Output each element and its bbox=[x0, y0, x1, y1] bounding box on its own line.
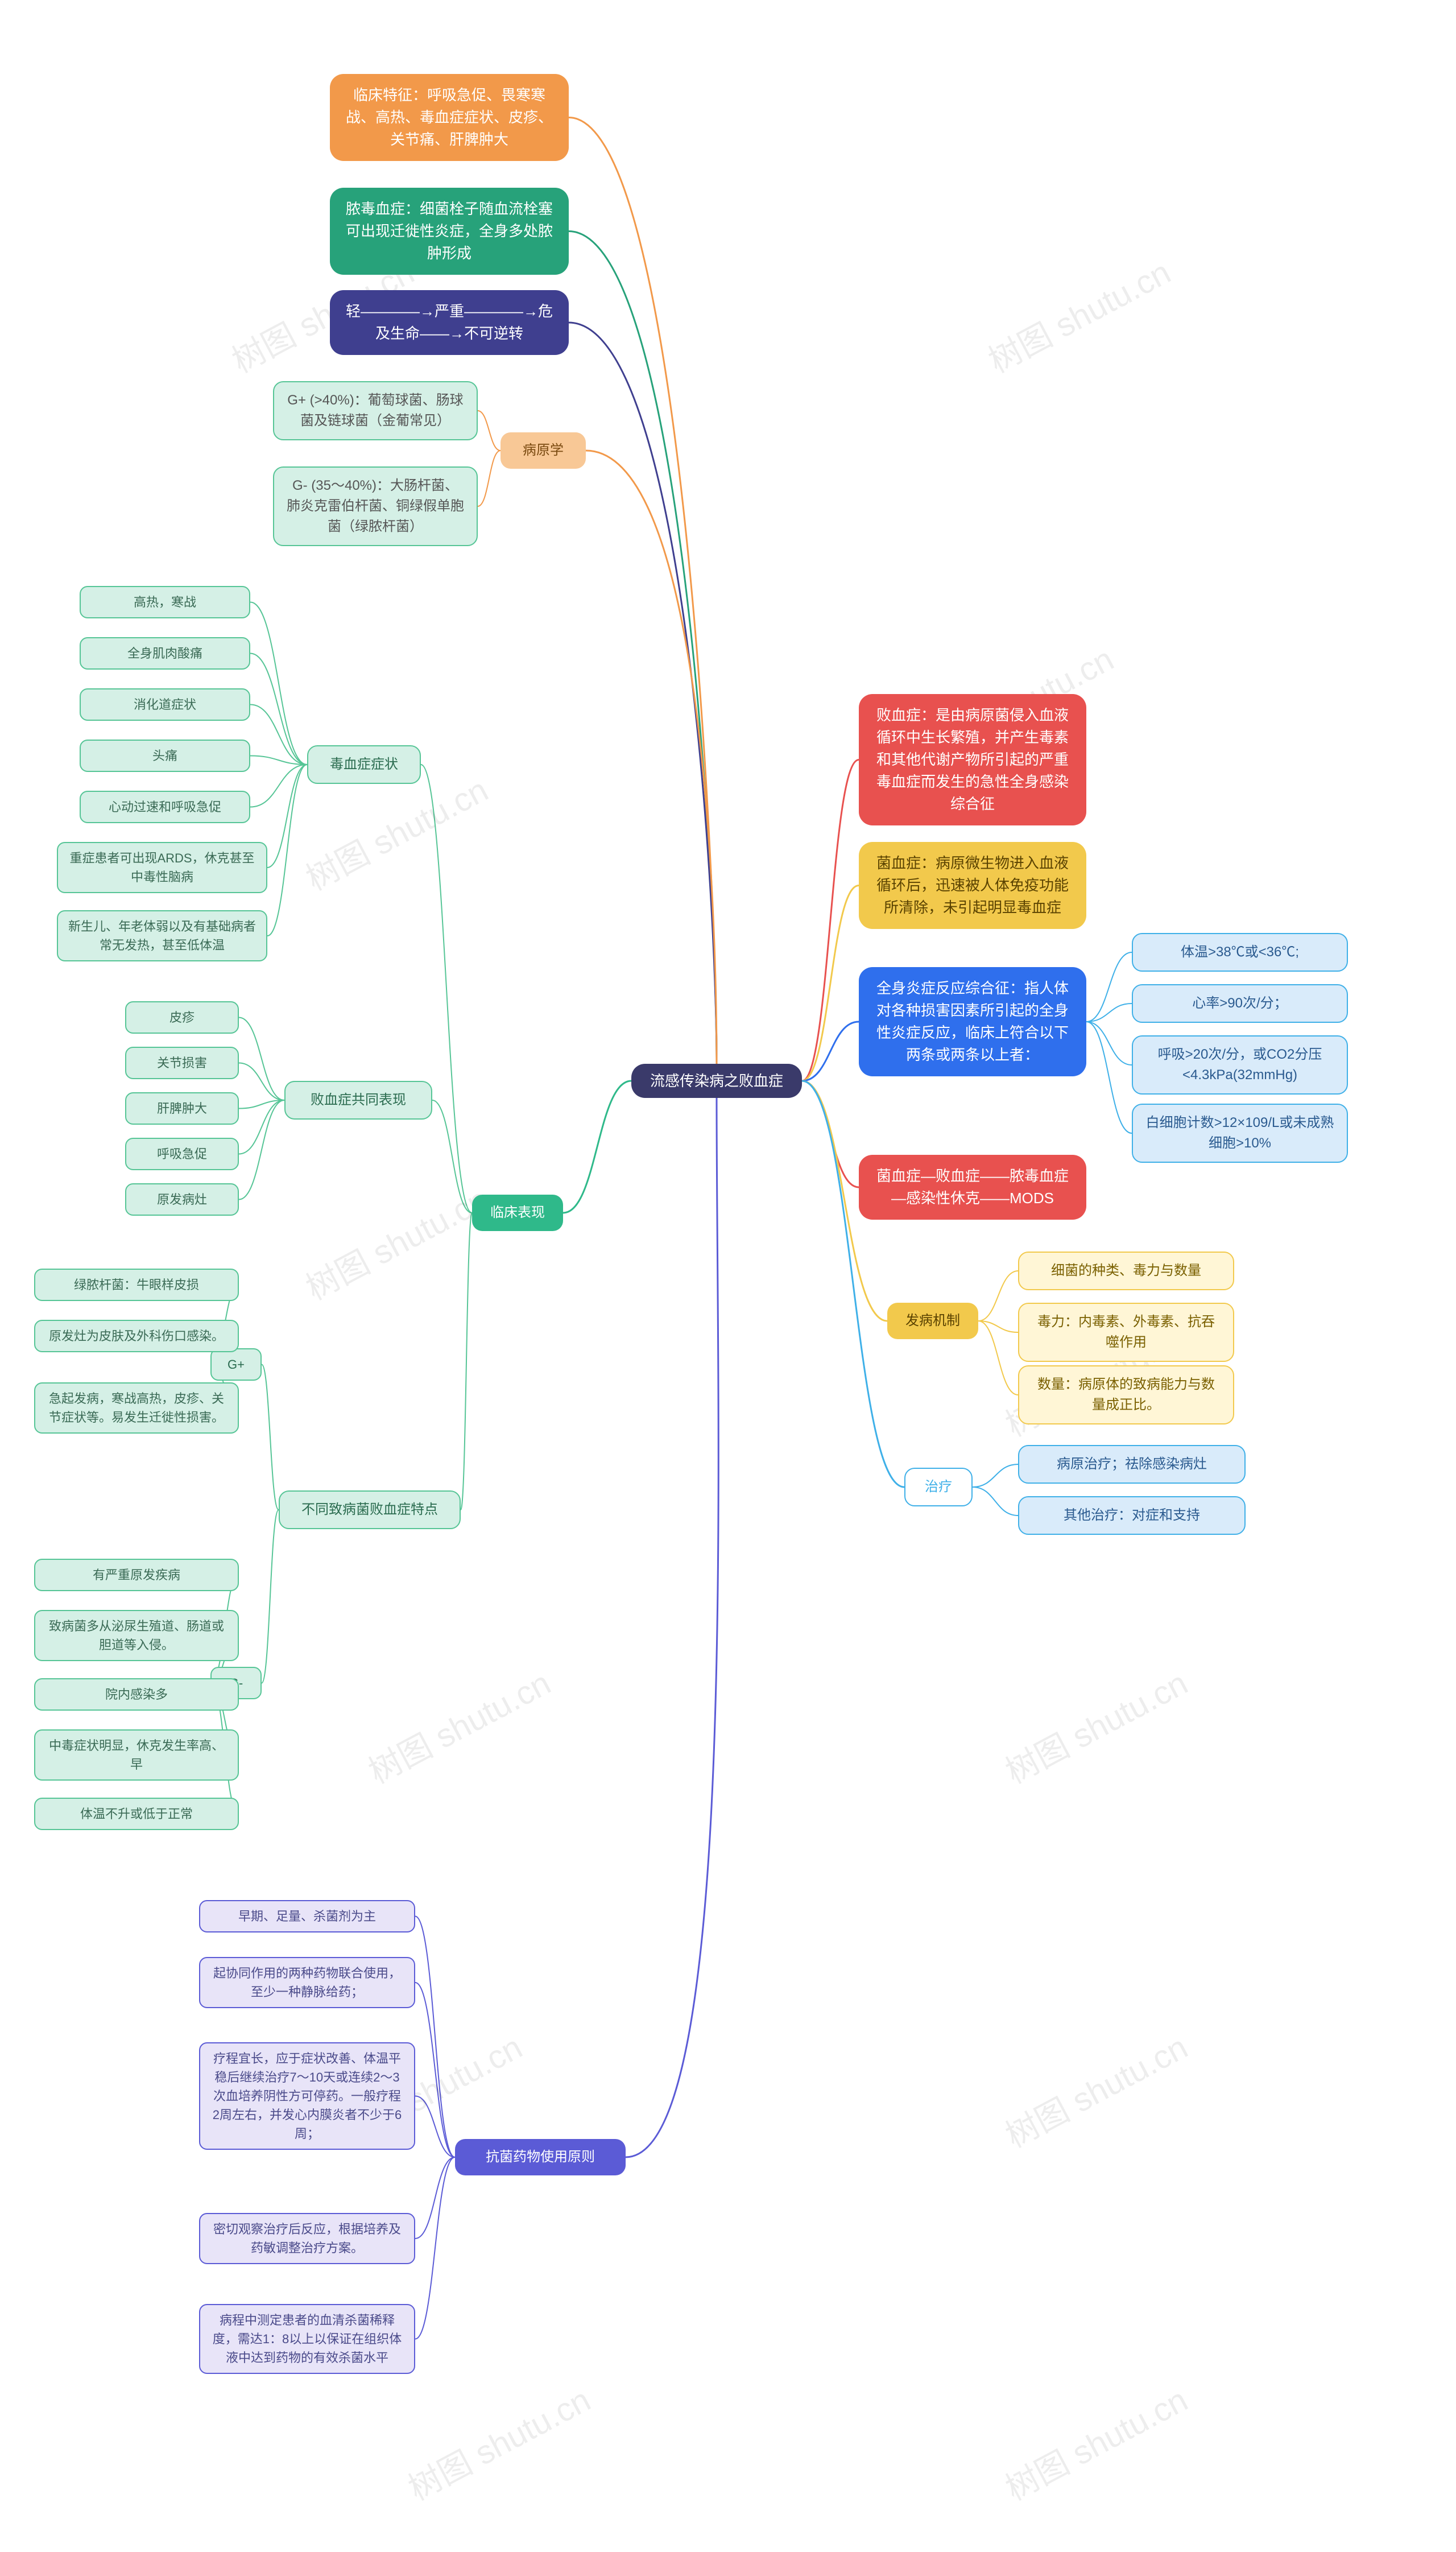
node-common-item-0: 皮疹 bbox=[125, 1001, 239, 1034]
node-pathogen-differences: 不同致病菌败血症特点 bbox=[279, 1490, 461, 1529]
node-etiology: 病原学 bbox=[500, 432, 586, 469]
node-clinical-manifestations: 临床表现 bbox=[472, 1195, 563, 1231]
node-antibiotics-item-1: 起协同作用的两种药物联合使用，至少一种静脉给药； bbox=[199, 1957, 415, 2008]
node-toxemia-item-6: 新生儿、年老体弱以及有基础病者常无发热，甚至低体温 bbox=[57, 910, 267, 961]
node-common-item-4: 原发病灶 bbox=[125, 1183, 239, 1216]
node-common-item-3: 呼吸急促 bbox=[125, 1138, 239, 1170]
node-pathogenesis-item-1: 毒力：内毒素、外毒素、抗吞噬作用 bbox=[1018, 1303, 1234, 1362]
node-treatment-item-0: 病原治疗；祛除感染病灶 bbox=[1018, 1445, 1246, 1484]
node-common-item-1: 关节损害 bbox=[125, 1047, 239, 1079]
node-antibiotics-item-2: 疗程宜长，应于症状改善、体温平稳后继续治疗7～10天或连续2～3次血培养阴性方可… bbox=[199, 2042, 415, 2150]
node-toxemia-item-2: 消化道症状 bbox=[80, 688, 250, 721]
node-gneg-item-0: 有严重原发疾病 bbox=[34, 1559, 239, 1591]
node-g-positive: G+ (>40%)：葡萄球菌、肠球菌及链球菌（金葡常见） bbox=[273, 381, 478, 440]
node-treatment-item-1: 其他治疗：对症和支持 bbox=[1018, 1496, 1246, 1535]
node-g-pos-group: G+ bbox=[210, 1348, 262, 1381]
node-common-manifestations: 败血症共同表现 bbox=[284, 1081, 432, 1120]
node-sirs-item-2: 呼吸>20次/分，或CO2分压<4.3kPa(32mmHg) bbox=[1132, 1035, 1348, 1095]
node-bacteremia-def: 菌血症：病原微生物进入血液循环后，迅速被人体免疫功能所清除，未引起明显毒血症 bbox=[859, 842, 1086, 929]
node-sirs-def: 全身炎症反应综合征：指人体对各种损害因素所引起的全身性炎症反应，临床上符合以下两… bbox=[859, 967, 1086, 1076]
node-sirs-item-0: 体温>38℃或<36℃; bbox=[1132, 933, 1348, 972]
node-pathogenesis-item-0: 细菌的种类、毒力与数量 bbox=[1018, 1252, 1234, 1290]
node-antibiotics-item-4: 病程中测定患者的血清杀菌稀释度，需达1：8以上以保证在组织体液中达到药物的有效杀… bbox=[199, 2304, 415, 2374]
node-toxemia-item-0: 高热，寒战 bbox=[80, 586, 250, 618]
node-gpos-item-0: 绿脓杆菌：牛眼样皮损 bbox=[34, 1269, 239, 1301]
node-treatment: 治疗 bbox=[904, 1468, 973, 1506]
node-sepsis-def: 败血症：是由病原菌侵入血液循环中生长繁殖，并产生毒素和其他代谢产物所引起的严重毒… bbox=[859, 694, 1086, 825]
node-sirs-item-3: 白细胞计数>12×109/L或未成熟细胞>10% bbox=[1132, 1104, 1348, 1163]
node-gpos-item-1: 原发灶为皮肤及外科伤口感染。 bbox=[34, 1320, 239, 1352]
node-common-item-2: 肝脾肿大 bbox=[125, 1092, 239, 1125]
node-gpos-item-2: 急起发病，寒战高热，皮疹、关节症状等。易发生迁徙性损害。 bbox=[34, 1382, 239, 1434]
node-pathogenesis: 发病机制 bbox=[887, 1303, 978, 1339]
node-clinical-features: 临床特征：呼吸急促、畏寒寒战、高热、毒血症症状、皮疹、关节痛、肝脾肿大 bbox=[330, 74, 569, 161]
node-toxemia-symptoms: 毒血症症状 bbox=[307, 745, 421, 784]
node-antibiotics-item-3: 密切观察治疗后反应，根据培养及药敏调整治疗方案。 bbox=[199, 2213, 415, 2264]
node-gneg-item-4: 体温不升或低于正常 bbox=[34, 1798, 239, 1830]
node-toxemia-item-1: 全身肌肉酸痛 bbox=[80, 637, 250, 670]
node-severity: 轻————→严重————→危及生命——→不可逆转 bbox=[330, 290, 569, 355]
node-antibiotics-item-0: 早期、足量、杀菌剂为主 bbox=[199, 1900, 415, 1932]
node-g-negative: G- (35～40%)：大肠杆菌、肺炎克雷伯杆菌、铜绿假单胞菌（绿脓杆菌） bbox=[273, 466, 478, 546]
node-toxemia-item-5: 重症患者可出现ARDS，休克甚至中毒性脑病 bbox=[57, 842, 267, 893]
node-toxemia-item-3: 头痛 bbox=[80, 740, 250, 772]
node-progression-chain: 菌血症—败血症——脓毒血症—感染性休克——MODS bbox=[859, 1155, 1086, 1220]
node-pathogenesis-item-2: 数量：病原体的致病能力与数量成正比。 bbox=[1018, 1365, 1234, 1424]
node-antibiotics-principles: 抗菌药物使用原则 bbox=[455, 2139, 626, 2175]
node-sirs-item-1: 心率>90次/分； bbox=[1132, 984, 1348, 1023]
node-gneg-item-3: 中毒症状明显，休克发生率高、早 bbox=[34, 1729, 239, 1781]
node-gneg-item-2: 院内感染多 bbox=[34, 1678, 239, 1711]
center-node: 流感传染病之败血症 bbox=[631, 1064, 802, 1098]
node-toxemia-item-4: 心动过速和呼吸急促 bbox=[80, 791, 250, 823]
node-pyemia: 脓毒血症：细菌栓子随血流栓塞可出现迁徙性炎症，全身多处脓肿形成 bbox=[330, 188, 569, 275]
node-gneg-item-1: 致病菌多从泌尿生殖道、肠道或胆道等入侵。 bbox=[34, 1610, 239, 1661]
